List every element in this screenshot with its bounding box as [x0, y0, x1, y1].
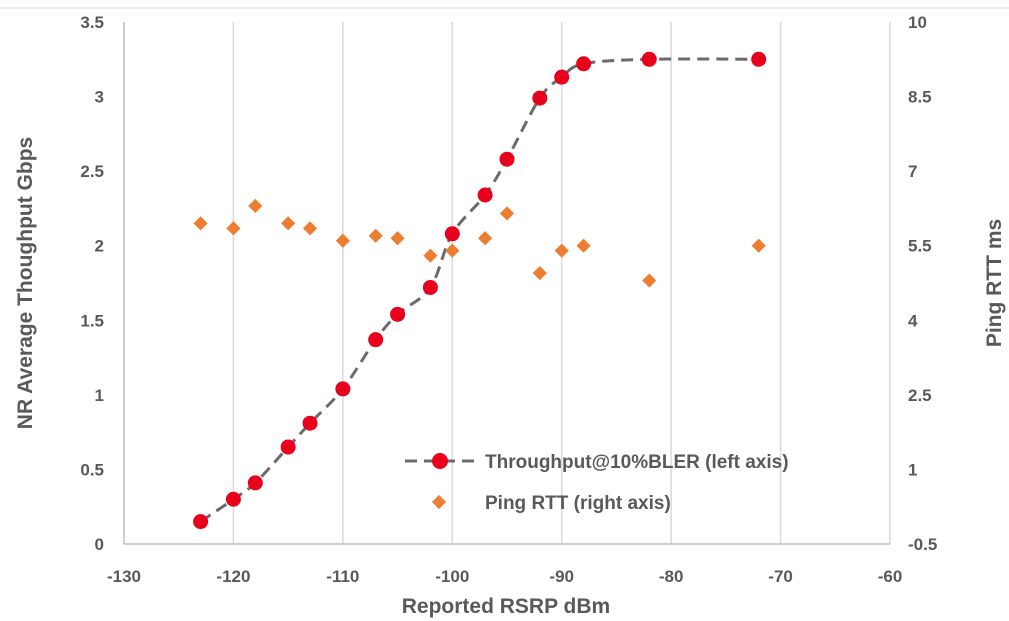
legend: Throughput@10%BLER (left axis) Ping RTT … [405, 452, 789, 514]
throughput-point [532, 90, 548, 106]
y-left-tick-label: 1.5 [80, 311, 104, 330]
legend-throughput-label: Throughput@10%BLER (left axis) [485, 452, 789, 473]
throughput-point [247, 475, 263, 491]
ping-rtt-point [302, 221, 318, 236]
ping-rtt-point [445, 243, 460, 258]
throughput-point [444, 226, 460, 242]
x-axis-title: Reported RSRP dBm [402, 595, 610, 618]
ping-rtt-point [226, 221, 241, 236]
ping-rtt-point [248, 198, 263, 214]
x-tick-label: -60 [878, 567, 903, 586]
y-left-tick-label: 0 [95, 535, 104, 554]
ping-rtt-point [751, 238, 766, 253]
y-axis-right-title: Ping RTT ms [983, 219, 1006, 347]
ping-rtt-point [368, 228, 383, 243]
throughput-point [499, 151, 515, 167]
x-tick-label: -90 [549, 567, 574, 586]
legend-ping-marker [431, 494, 447, 510]
throughput-point [302, 415, 318, 431]
y-left-tick-label: 2.5 [80, 162, 104, 181]
y-right-tick-label: 5.5 [908, 237, 932, 256]
ping-rtt-point [642, 273, 657, 288]
ping-rtt-point [478, 231, 493, 246]
gridlines [232, 22, 891, 544]
y-left-tick-label: 3 [95, 88, 104, 107]
throughput-point [641, 51, 657, 67]
legend-throughput-marker [432, 453, 448, 469]
x-tick-label: -100 [435, 567, 469, 586]
ping-rtt-point [576, 238, 591, 253]
y-right-tick-label: 4 [908, 311, 918, 330]
data-marks [193, 51, 767, 530]
x-tick-label: -130 [107, 567, 141, 586]
x-tick-label: -80 [659, 567, 684, 586]
throughput-point [280, 439, 296, 455]
y-right-tick-label: 10 [908, 13, 927, 32]
throughput-point [390, 306, 406, 322]
x-tick-label: -110 [326, 567, 359, 586]
y-right-tick-label: 2.5 [908, 386, 932, 405]
y-right-tick-label: 8.5 [908, 88, 932, 107]
y-right-tick-label: -0.5 [908, 535, 937, 554]
throughput-point [751, 51, 767, 67]
x-tick-label: -120 [216, 567, 250, 586]
throughput-point [477, 187, 493, 203]
throughput-point [225, 491, 241, 507]
legend-ping-label: Ping RTT (right axis) [485, 493, 671, 514]
ping-rtt-point [532, 265, 547, 281]
throughput-point [554, 69, 570, 85]
ping-rtt-point [554, 243, 569, 258]
throughput-trendline [199, 57, 759, 523]
axes: -130 -120 -110 -100 -90 -80 -70 -60 0 0.5 1 1.5 2 2.5… [80, 13, 937, 586]
throughput-point [193, 514, 209, 530]
ping-rtt-point [281, 216, 296, 231]
throughput-trend-path [199, 57, 759, 523]
ping-rtt-point [193, 216, 208, 231]
throughput-point [335, 381, 351, 397]
y-right-tick-label: 7 [908, 162, 917, 181]
y-axis-left-title: NR Average Thoughput Gbps [14, 137, 37, 429]
throughput-point [422, 279, 438, 295]
throughput-point [576, 56, 592, 72]
ping-rtt-point [423, 248, 438, 263]
y-left-tick-label: 0.5 [80, 460, 104, 479]
y-left-tick-label: 2 [95, 237, 104, 256]
ping-rtt-point [499, 206, 515, 221]
x-tick-label: -70 [768, 567, 793, 586]
y-left-tick-label: 1 [95, 386, 104, 405]
y-right-tick-label: 1 [908, 460, 917, 479]
y-left-tick-label: 3.5 [80, 13, 104, 32]
throughput-point [368, 332, 384, 348]
ping-rtt-point [390, 231, 405, 246]
ping-rtt-point [335, 233, 350, 248]
